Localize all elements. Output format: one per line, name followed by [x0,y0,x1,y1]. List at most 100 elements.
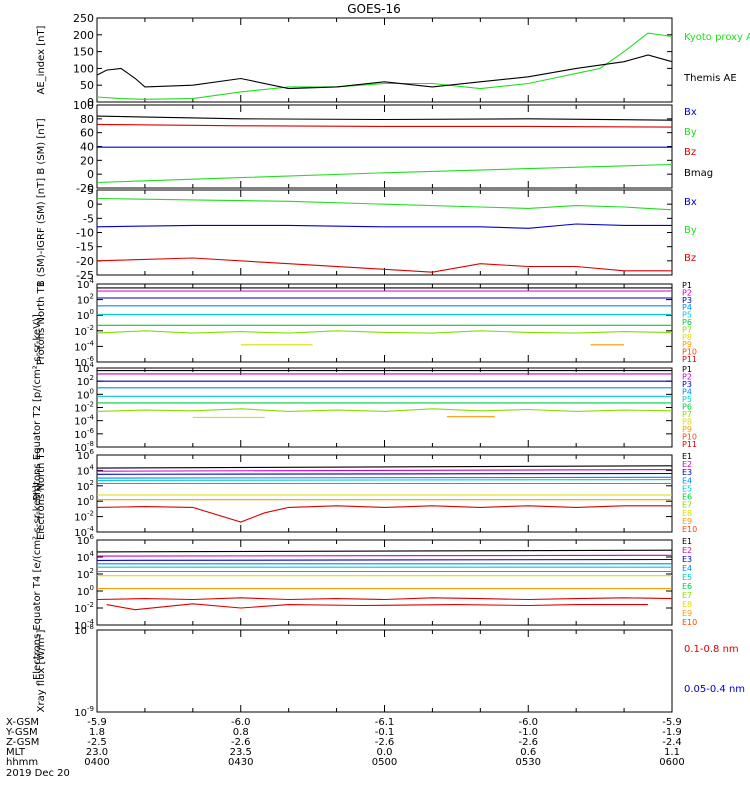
y-tick-label: 80 [80,113,94,126]
legend-item: E6 [682,493,692,502]
panel-frame [96,367,673,448]
y-tick-label: 10-6 [74,427,94,441]
y-tick-label: 20 [80,154,94,167]
y-tick-label: -15 [76,241,94,254]
y-tick-label: -20 [76,182,94,195]
panel-8: 10-9 10-8 Xray flux [W/m²] 0.1-0.8 nm 0.05-0… [36,623,745,719]
legend-item: E5 [682,484,692,493]
y-tick-label: 100 [77,387,94,401]
y-axis-label: B (SM)-IGRF (SM) [nT] [36,178,47,287]
axis-row-value: -6.1 [375,717,395,728]
legend-item: By [684,225,697,236]
y-tick-label: 5 [87,184,94,197]
legend-item: E4 [682,564,692,573]
axis-row-value: -2.6 [518,737,538,748]
legend-item: By [684,127,697,138]
legend-item: E10 [682,525,697,534]
y-tick-label: 102 [77,567,94,581]
panel-frame [96,283,673,363]
y-tick-label: 104 [77,277,95,291]
series-e3 [96,472,673,475]
axis-row-value: 0530 [516,757,541,768]
legend-item: E5 [682,573,692,582]
legend-item: 0.1-0.8 nm [684,644,739,655]
y-tick-label: 10-2 [74,510,94,524]
legend-item: E10 [682,618,697,627]
series-e3 [96,558,673,561]
legend-item: Kyoto proxy AE [684,32,750,43]
legend-item: Bmag [684,168,713,179]
panel-frame [96,629,673,713]
panel-frame [96,17,673,103]
y-tick-label: -5 [83,212,94,225]
legend-item: 0.05-0.4 nm [684,684,745,695]
axis-row-value: -5.9 [662,717,682,728]
y-tick-label: 10-2 [74,401,94,415]
axis-row-value: -2.4 [662,737,682,748]
series-bx [96,197,673,211]
series-e10 [106,603,648,611]
series-e9 [96,597,673,601]
legend-item: P2 [682,288,692,297]
legend-item: E2 [682,546,692,555]
y-tick-label: 102 [77,479,94,493]
y-tick-label: 200 [73,29,94,42]
y-tick-label: 100 [73,62,94,75]
y-axis-label: Protons North T1 [36,281,47,365]
legend-item: Bz [684,253,696,264]
y-tick-label: 106 [77,533,95,547]
legend-item: E8 [682,509,692,518]
y-tick-label: 100 [77,308,94,322]
y-tick-label: -25 [76,269,94,282]
axis-row-label: Z-GSM [6,737,39,748]
y-tick-label: 104 [77,550,95,564]
y-tick-label: 50 [80,79,94,92]
axis-row-value: 1.1 [664,747,680,758]
y-tick-label: -20 [76,255,94,268]
y-tick-label: 0 [87,198,94,211]
axis-row-value: 0.8 [233,727,249,738]
y-tick-label: 10-8 [74,623,94,637]
axis-row-value: -2.6 [375,737,395,748]
legend-item: E4 [682,476,692,485]
axis-row-value: -0.1 [375,727,395,738]
axis-row-value: -6.0 [231,717,251,728]
y-tick-label: 10-4 [74,414,94,428]
axis-row-value: 0.0 [377,747,393,758]
axis-row-value: 0500 [372,757,397,768]
legend-item: E2 [682,460,692,469]
legend-item: P5 [682,395,692,404]
axis-row-value: 0.6 [520,747,536,758]
date-label: 2019 Dec 20 [6,768,70,779]
series-e1 [96,549,673,553]
y-tick-label: 106 [77,448,95,462]
series-p7 [96,330,673,334]
legend-item: P11 [682,440,697,449]
legend-item: P7 [682,410,692,419]
axis-row-value: -1.0 [518,727,538,738]
legend-item: P7 [682,325,692,334]
y-tick-label: 102 [77,374,94,388]
legend-item: Bz [684,147,696,158]
legend-item: P2 [682,373,692,382]
series-e2 [96,469,673,472]
y-tick-label: 10-6 [74,355,94,369]
y-tick-label: 100 [77,584,94,598]
y-tick-label: 102 [77,293,94,307]
axis-row-label: Y-GSM [5,727,38,738]
legend-item: P3 [682,380,692,389]
y-tick-label: 104 [77,361,95,375]
y-axis-label: AE_index [nT] [36,25,47,94]
legend-item: E7 [682,501,692,510]
legend-item: P9 [682,425,692,434]
axis-row-value: 23.5 [230,747,252,758]
legend-item: Bx [684,197,697,208]
legend: Bx By Bz Bmag [684,107,713,179]
